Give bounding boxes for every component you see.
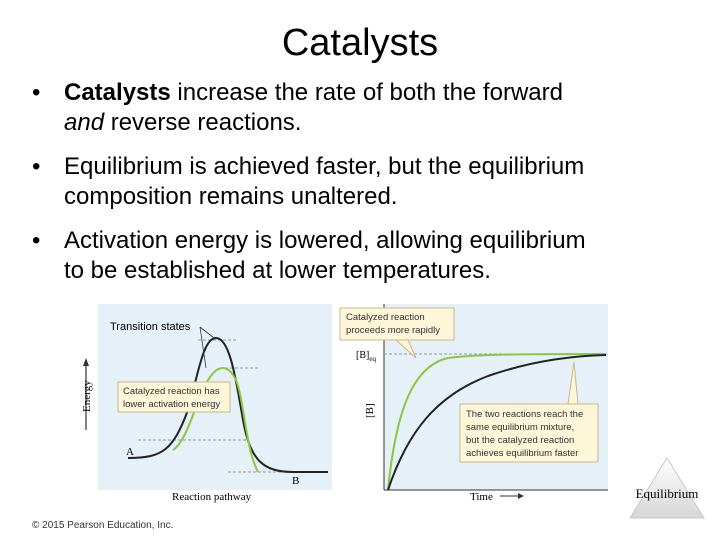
arrowhead-icon [83,358,89,366]
callout-pointer [394,339,417,359]
bullet-item: • Equilibrium is achieved faster, but th… [32,152,692,212]
bullet-text: Equilibrium is achieved faster, but the … [64,153,585,180]
catalyzed-concentration-curve [387,353,607,491]
rate-callout [339,307,455,341]
equilibrium-label: [B]eq [356,350,376,363]
uncatalyzed-energy-curve [127,336,328,473]
bullet-text: to be established at lower temperatures. [64,257,491,284]
bullet-list: • Catalysts increase the rate of both th… [32,78,692,300]
bullet-marker: • [32,153,41,180]
bullet-italic: and [64,109,105,136]
equilibrium-nav-label: Equilibrium [635,486,699,501]
reaction-pathway-label: Reaction pathway [172,491,252,503]
state-b-label: B [292,475,299,487]
callout-line: Catalyzed reaction [346,312,425,323]
bullet-text: increase the rate of both the forward [170,79,563,106]
slide-title: Catalysts [281,22,439,64]
callout-line: lower activation energy [123,399,220,410]
callout-line: proceeds more rapidly [346,325,440,336]
callout-line: but the catalyzed reaction [466,435,574,446]
transition-states-label: Transition states [110,321,191,333]
bullet-line: Catalysts increase the rate of both the … [64,78,692,108]
copyright-notice: © 2015 Pearson Education, Inc. [32,520,174,531]
bullet-marker: • [32,227,41,254]
equilibrium-symbol: [B] [356,350,369,361]
bullet-item: • Activation energy is lowered, allowing… [32,226,692,286]
transition-pointer [199,326,215,339]
time-axis-label: Time [470,491,493,503]
callout-line: Catalyzed reaction has [123,386,220,397]
bullet-emphasis: Catalysts [64,79,171,106]
bullet-text: composition remains unaltered. [64,183,398,210]
bullet-text: reverse reactions. [104,109,302,136]
callout-pointer [567,361,579,405]
uncatalyzed-concentration-curve [387,354,607,491]
bullet-item: • Catalysts increase the rate of both th… [32,78,692,138]
callout-line: same equilibrium mixture, [466,422,574,433]
catalyst-figure: Energy Transition states Catalyzed react… [81,304,608,503]
energy-axis-label: Energy [81,380,93,412]
equilibrium-callout [459,403,599,463]
callout-line: The two reactions reach the [466,409,583,420]
callout-line: achieves equilibrium faster [466,448,578,459]
activation-callout [117,381,231,413]
transition-pointer [199,326,207,369]
bullet-marker: • [32,79,41,106]
bullet-text: Activation energy is lowered, allowing e… [64,227,586,254]
triangle-icon [629,457,705,519]
equilibrium-subscript: eq [369,355,376,363]
state-a-label: A [126,446,134,458]
arrowhead-icon [518,493,524,499]
concentration-axis-label: [B] [364,403,376,418]
catalyzed-energy-curve [172,367,259,473]
bullet-line: and reverse reactions. [64,108,692,138]
equilibrium-nav-button[interactable]: Equilibrium [628,456,706,520]
